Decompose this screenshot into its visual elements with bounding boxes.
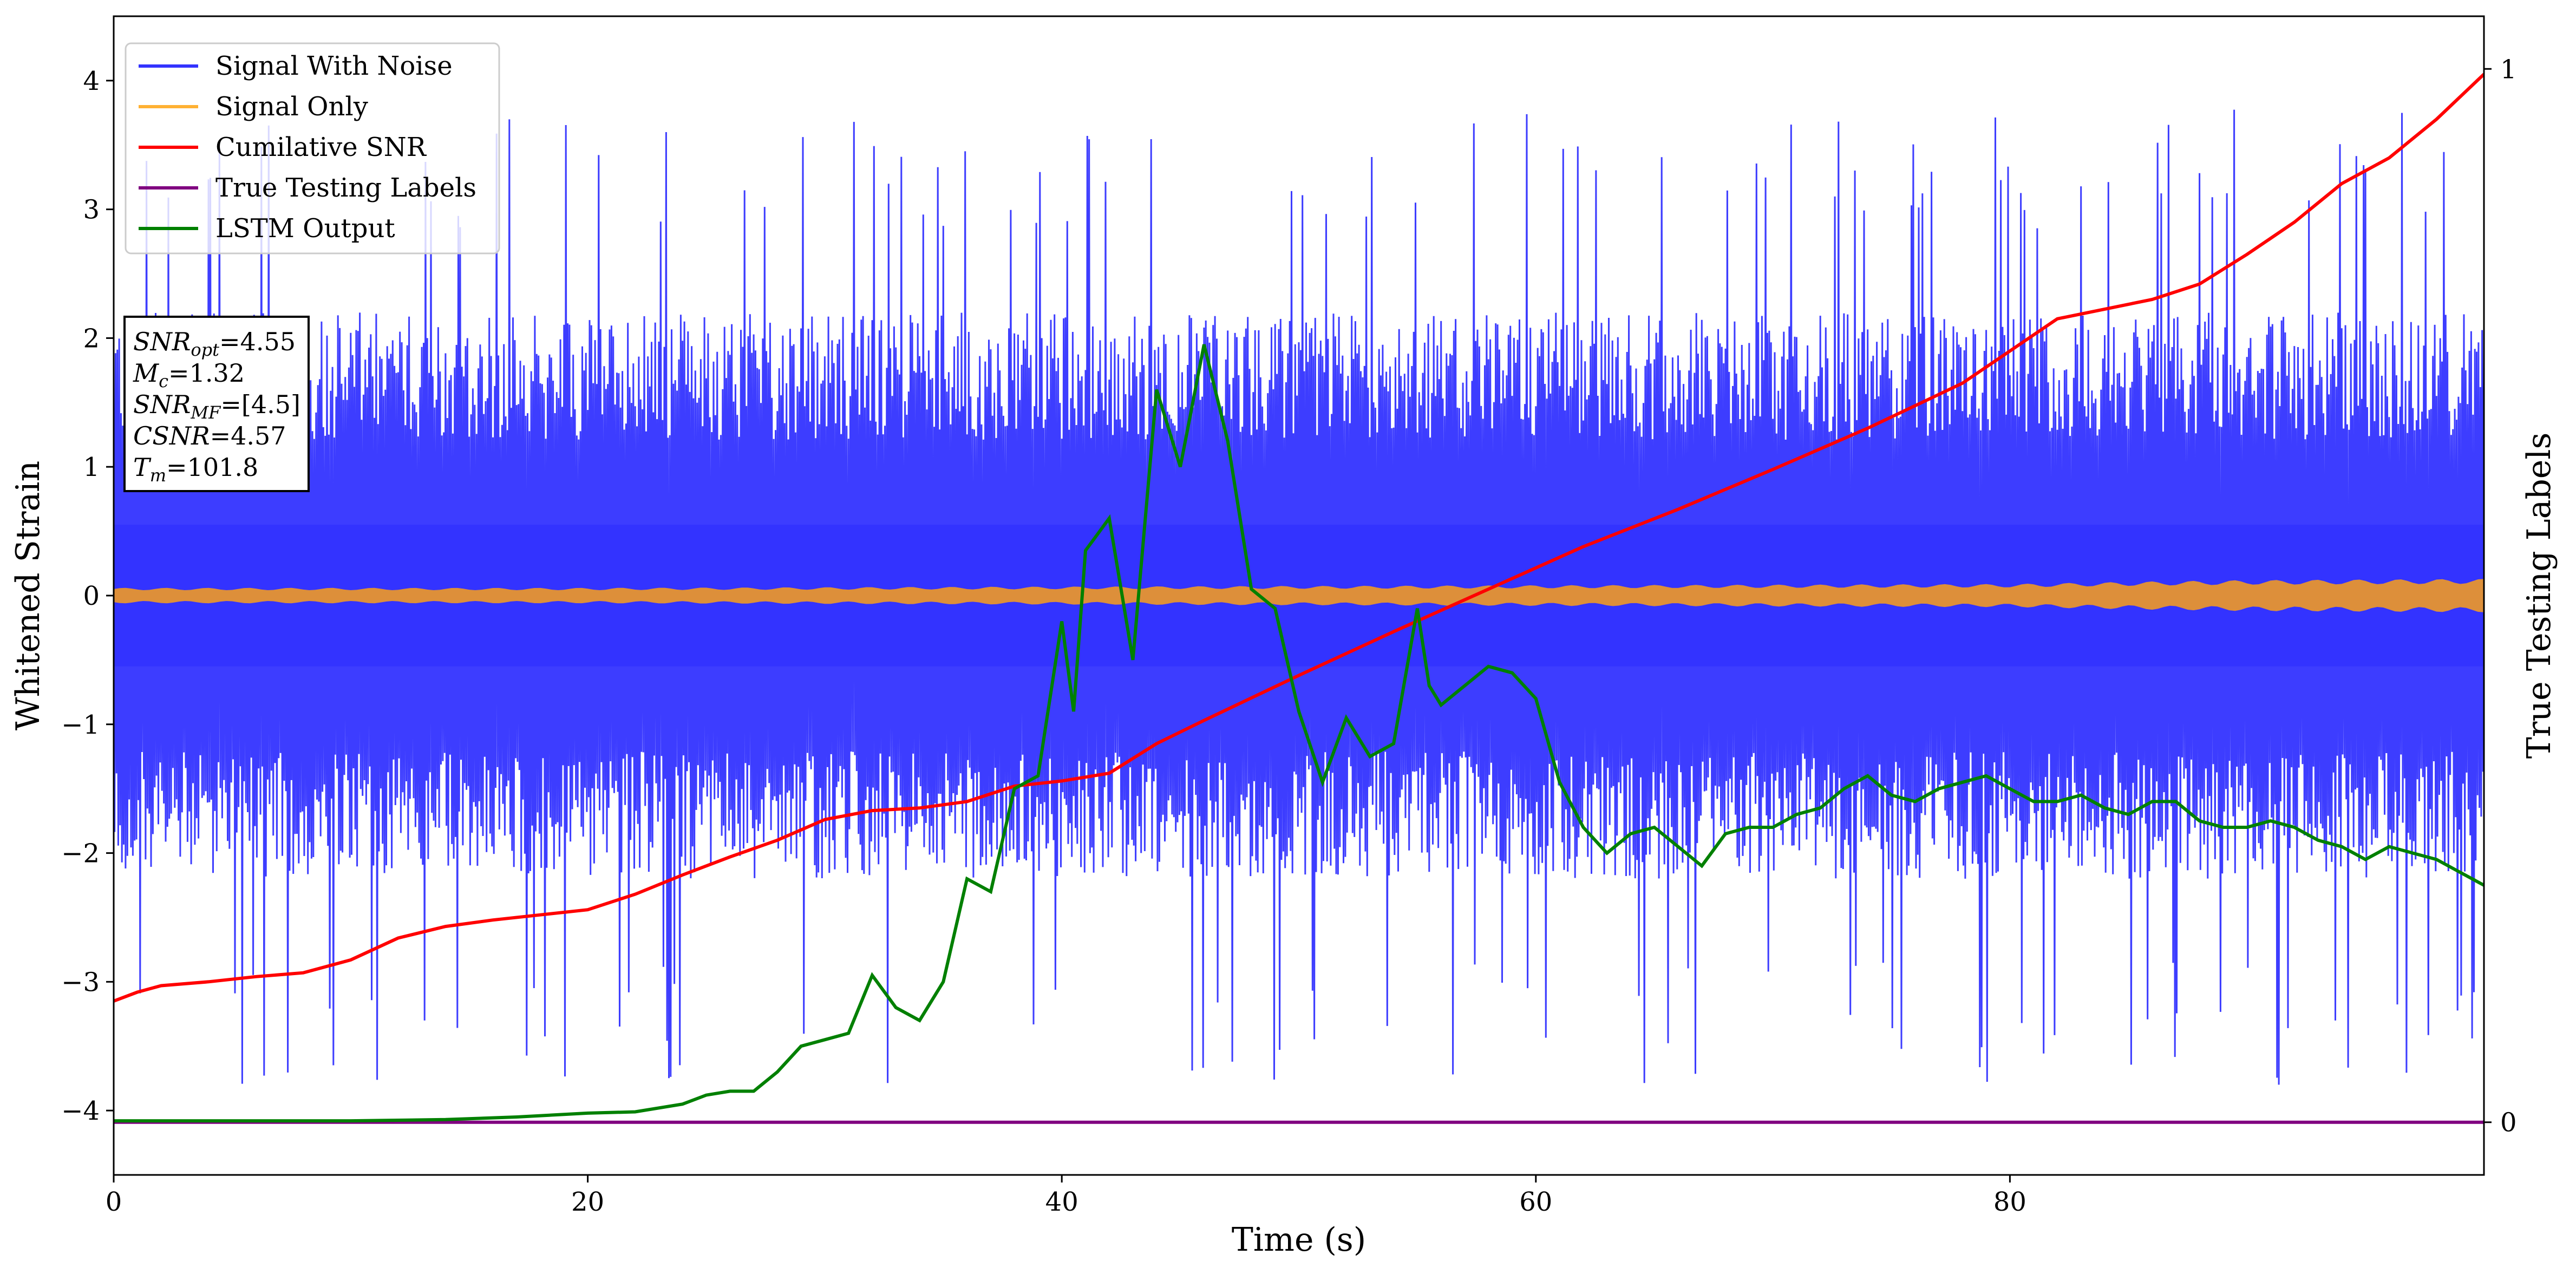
y-tick-label: 4 [83, 66, 100, 96]
y-tick-label: −2 [61, 839, 100, 869]
legend-label: Signal With Noise [215, 51, 453, 81]
plot-area [114, 73, 2484, 1124]
y-axis-right: 01 [2484, 54, 2517, 1138]
legend-box [125, 42, 500, 254]
legend-label: Cumilative SNR [215, 132, 427, 162]
x-tick-label: 0 [106, 1187, 122, 1217]
y-tick-label: 0 [83, 581, 100, 611]
info-line: SNRopt=4.55 [133, 327, 296, 360]
legend-label: Signal Only [215, 92, 368, 122]
y-tick-label: 2 [83, 323, 100, 354]
y-tick-label: −1 [61, 710, 100, 740]
info-line: Tm=101.8 [133, 453, 258, 486]
cumilative-snr-series [114, 73, 2484, 1003]
y-axis-left: −4 −3 −2 −1 0 1 2 3 4 [61, 66, 114, 1126]
x-tick-label: 60 [1519, 1187, 1552, 1217]
legend: Signal With Noise Signal Only Cumilative S… [125, 42, 500, 254]
y-axis-title: Whitened Strain [9, 461, 47, 730]
y2-tick-label: 1 [2500, 54, 2517, 84]
lstm-output-series [114, 344, 2484, 1123]
y-tick-label: 3 [83, 195, 100, 225]
x-tick-label: 80 [1993, 1187, 2026, 1217]
legend-label: True Testing Labels [215, 173, 476, 203]
y-tick-label: −3 [61, 967, 100, 997]
x-axis: 0 20 40 60 80 [106, 1175, 2026, 1217]
info-line: SNRMF=[4.5] [133, 390, 300, 423]
y-tick-label: 1 [83, 452, 100, 482]
x-axis-title: Time (s) [1232, 1221, 1366, 1259]
y2-tick-label: 0 [2500, 1108, 2517, 1138]
legend-label: LSTM Output [215, 213, 395, 244]
signal-only-series [114, 579, 2484, 612]
x-tick-label: 40 [1045, 1187, 1078, 1217]
info-line: CSNR=4.57 [133, 421, 286, 450]
y-tick-label: −4 [61, 1096, 100, 1126]
info-line: Mc=1.32 [133, 358, 245, 391]
y2-axis-title: True Testing Labels [2520, 433, 2558, 759]
info-box-frame [123, 316, 310, 492]
x-tick-label: 20 [571, 1187, 604, 1217]
